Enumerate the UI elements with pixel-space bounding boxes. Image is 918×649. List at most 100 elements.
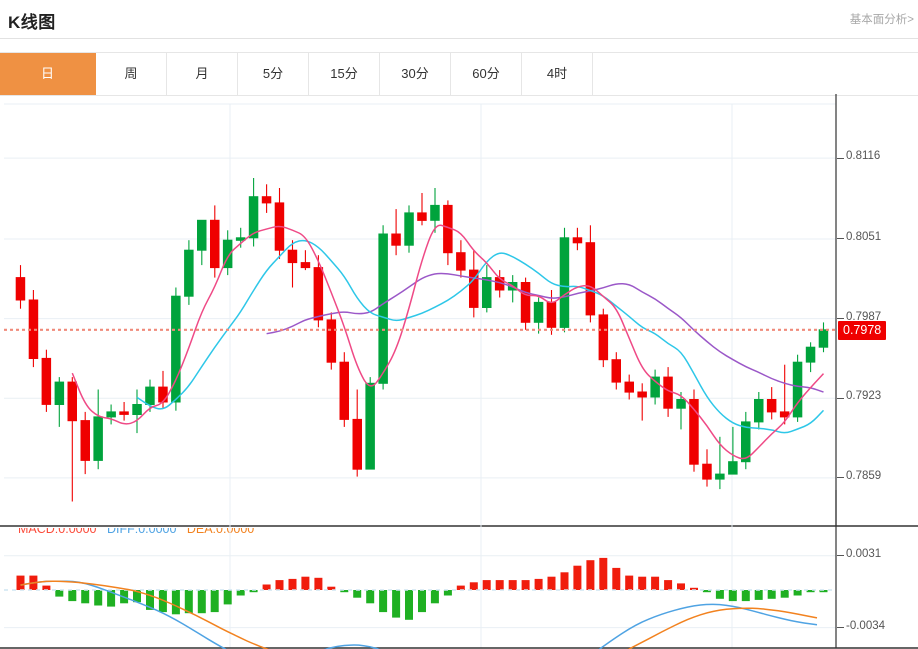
candle-body	[663, 376, 673, 409]
macd-bar	[146, 590, 154, 610]
macd-bar	[560, 572, 569, 590]
candle-body	[533, 301, 544, 323]
candle-body	[766, 399, 777, 413]
macd-bar	[508, 580, 517, 590]
candle-body	[287, 249, 298, 264]
macd-bar	[81, 590, 90, 604]
candle-body	[598, 314, 609, 361]
candle-body	[145, 386, 155, 406]
tab-1[interactable]: 日	[0, 53, 96, 95]
candle-body	[404, 212, 414, 246]
candle-body	[171, 295, 181, 403]
macd-bar	[55, 590, 64, 597]
macd-bar	[392, 590, 401, 618]
macd-bar	[547, 576, 556, 590]
candle-body	[702, 463, 712, 480]
macd-bar	[353, 590, 362, 598]
candle-body	[572, 237, 583, 244]
tab-3[interactable]: 月	[167, 53, 238, 95]
ma-line	[71, 224, 825, 460]
tab-8[interactable]: 4时	[522, 53, 593, 95]
macd-signal-line	[20, 580, 818, 649]
macd-bar	[612, 567, 621, 590]
candle-body	[184, 249, 194, 297]
candle-body	[339, 361, 349, 420]
macd-bar	[16, 575, 25, 590]
macd-bar	[249, 590, 258, 593]
macd-bar	[806, 590, 815, 593]
candle-body	[261, 196, 272, 204]
candle-body	[248, 196, 259, 239]
macd-bar	[236, 590, 245, 596]
macd-bar	[754, 590, 763, 600]
candle-body	[456, 252, 466, 271]
macd-bar	[443, 590, 452, 596]
macd-bar	[184, 590, 193, 614]
macd-bar	[702, 590, 711, 593]
candle-body	[805, 346, 816, 363]
price-tick-label: 0.7859	[846, 469, 882, 482]
macd-bar	[586, 560, 595, 590]
macd-bar	[314, 577, 323, 590]
candle-body	[222, 239, 233, 269]
macd-bar	[327, 586, 336, 590]
tab-5[interactable]: 15分	[309, 53, 380, 95]
macd-bar	[638, 576, 647, 590]
macd-bar	[599, 557, 608, 590]
candle-body	[715, 473, 725, 480]
tab-2[interactable]: 周	[96, 53, 167, 95]
macd-bar	[521, 580, 530, 590]
candle-body	[417, 212, 427, 221]
candle-body	[689, 399, 699, 465]
macd-bar	[690, 587, 698, 590]
macd-bar	[793, 590, 802, 596]
macd-bar	[94, 590, 103, 606]
candle-body	[132, 404, 142, 415]
macd-bar	[262, 584, 271, 590]
candle-body	[158, 386, 168, 403]
tab-6[interactable]: 30分	[380, 53, 451, 95]
macd-bar	[456, 585, 465, 590]
candle-body	[15, 277, 26, 301]
price-tick-mark	[837, 397, 844, 399]
macd-bar	[728, 590, 737, 602]
macd-bar	[495, 580, 504, 590]
tab-4[interactable]: 5分	[238, 53, 309, 95]
candle-body	[326, 319, 337, 363]
macd-bar	[340, 590, 349, 593]
candle-body	[54, 381, 65, 406]
macd-bar	[405, 590, 413, 620]
chart-area: 开:0.7971 高:0.7984 低:0.7960 收:0.7978 MA5:…	[0, 94, 918, 649]
candle-body	[67, 381, 77, 422]
candle-body	[80, 420, 90, 461]
candle-body	[378, 233, 388, 384]
candle-body	[93, 416, 103, 461]
macd-bar	[715, 590, 724, 599]
fundamental-analysis-link[interactable]: 基本面分析>	[849, 14, 914, 26]
macd-bar	[741, 590, 750, 602]
candle-body	[676, 399, 686, 409]
candle-body	[637, 391, 647, 398]
price-tick-mark	[837, 318, 844, 320]
macd-bar	[288, 578, 297, 590]
macd-bar	[68, 590, 77, 602]
header-divider	[0, 38, 918, 39]
macd-tick-label: -0.0034	[846, 619, 886, 632]
tab-7[interactable]: 60分	[451, 53, 522, 95]
timeframe-tab-bar: 日周月 5分 15分 30分 60分 4时	[0, 52, 918, 96]
macd-bar	[301, 576, 310, 590]
price-tick-label: 0.7987	[846, 310, 882, 323]
price-tick-mark	[837, 477, 844, 479]
macd-bar	[534, 578, 543, 590]
macd-bar	[210, 590, 219, 613]
macd-bar	[418, 590, 426, 613]
macd-bar	[197, 590, 206, 614]
tab-bar-filler	[593, 53, 918, 95]
current-price-badge: 0.7978	[838, 320, 887, 340]
candlestick-plot[interactable]	[0, 94, 918, 649]
candle-body	[482, 277, 492, 309]
macd-bar	[664, 580, 673, 590]
macd-tick-mark	[837, 627, 844, 629]
candle-body	[546, 301, 557, 328]
